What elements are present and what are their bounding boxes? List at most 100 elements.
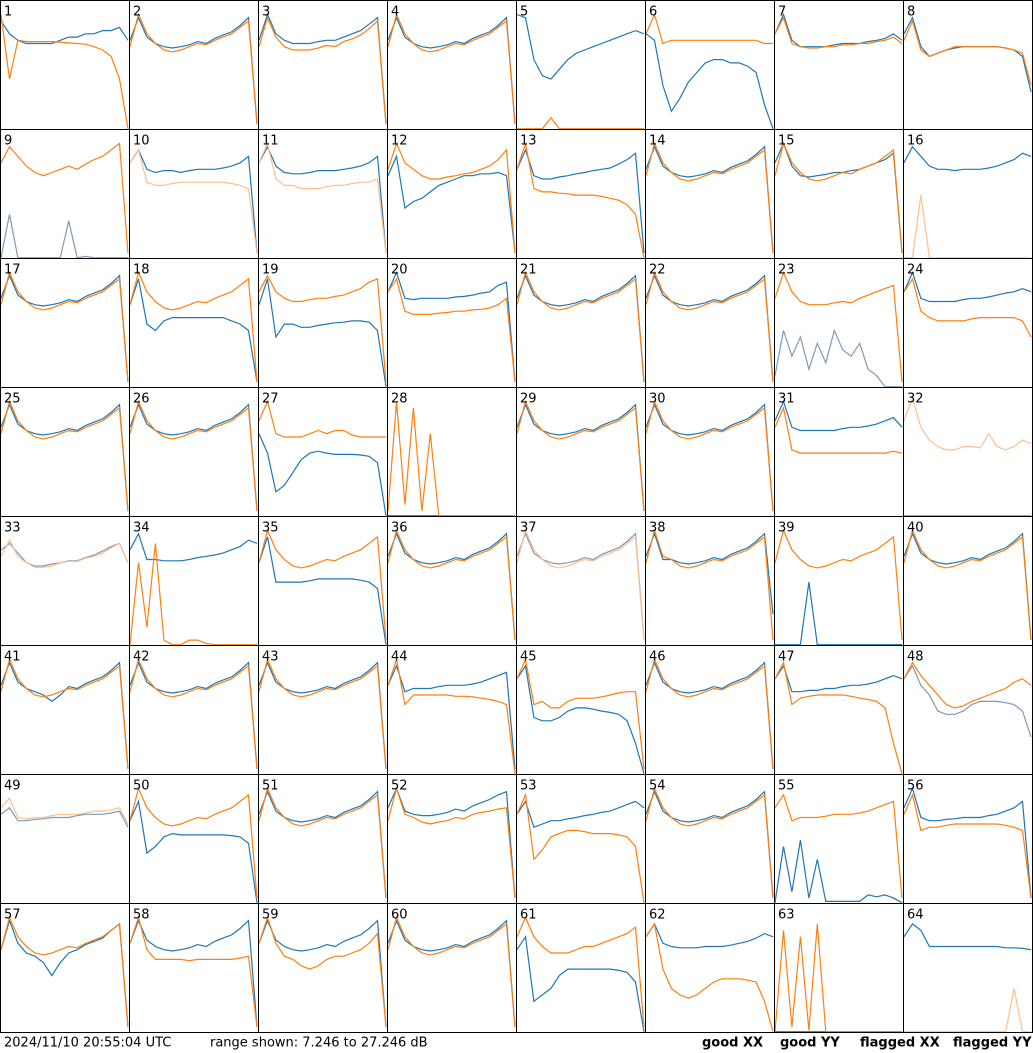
panel-plot bbox=[0, 14, 129, 129]
panel-label: 58 bbox=[133, 908, 150, 923]
panel-plot bbox=[258, 274, 387, 387]
spectrum-line bbox=[129, 532, 258, 562]
spectrum-line bbox=[129, 270, 258, 383]
spectrum-line bbox=[387, 786, 516, 899]
panel-label: 15 bbox=[778, 134, 795, 149]
spectrum-line bbox=[516, 143, 645, 258]
spectrum-line bbox=[258, 278, 387, 387]
spectrum-line bbox=[258, 399, 386, 438]
panel-plot bbox=[903, 396, 1032, 516]
panel-plot bbox=[387, 270, 516, 383]
spectrum-line bbox=[0, 399, 129, 512]
panel-label: 35 bbox=[262, 521, 279, 536]
spectrum-line bbox=[387, 786, 516, 899]
panel-label: 63 bbox=[778, 908, 795, 923]
panel-plot bbox=[387, 786, 516, 899]
panel-plot bbox=[516, 270, 645, 383]
spectrum-line bbox=[387, 16, 516, 125]
spectrum-line bbox=[387, 277, 516, 383]
panel-label: 4 bbox=[391, 5, 399, 20]
spectrum-line bbox=[645, 657, 774, 770]
panel-plot bbox=[129, 399, 258, 512]
panel-plot bbox=[0, 915, 129, 1028]
spectrum-line bbox=[258, 433, 387, 516]
spectrum-line bbox=[516, 935, 645, 1032]
spectrum-line bbox=[0, 274, 129, 383]
panel-plot bbox=[0, 657, 129, 770]
spectrum-line bbox=[645, 33, 774, 129]
panel-plot bbox=[258, 399, 387, 516]
panel-plot bbox=[516, 143, 645, 258]
spectrum-line bbox=[129, 919, 258, 1028]
spectrum-line bbox=[645, 270, 774, 383]
panel-plot bbox=[903, 528, 1032, 641]
panel-label: 36 bbox=[391, 521, 408, 536]
panel-label: 52 bbox=[391, 779, 408, 794]
panel-plot bbox=[774, 141, 903, 254]
spectrum-line bbox=[904, 988, 1031, 1032]
panel-plot bbox=[903, 145, 1032, 258]
legend-entry: good XX bbox=[702, 1036, 763, 1051]
spectrum-line bbox=[516, 916, 645, 1028]
spectrum-line bbox=[258, 657, 387, 770]
spectrum-line bbox=[774, 328, 902, 387]
spectrum-line bbox=[129, 278, 258, 383]
panel-label: 9 bbox=[4, 134, 12, 149]
panel-plot bbox=[516, 792, 645, 903]
legend-entry: flagged XX bbox=[860, 1036, 940, 1051]
spectrum-line bbox=[129, 786, 258, 899]
panel-label: 39 bbox=[778, 521, 795, 536]
panel-plot bbox=[774, 660, 903, 774]
spectrum-line bbox=[0, 538, 129, 568]
panel-label: 53 bbox=[520, 779, 537, 794]
panel-plot bbox=[645, 270, 774, 383]
panel-plot bbox=[387, 401, 515, 516]
spectrum-line bbox=[903, 277, 1032, 338]
panel-label: 43 bbox=[262, 650, 279, 665]
panel-plot bbox=[129, 532, 258, 645]
spectrum-line bbox=[645, 922, 774, 949]
spectrum-line bbox=[129, 148, 258, 254]
panel-plot bbox=[387, 659, 516, 774]
spectrum-line bbox=[0, 403, 129, 512]
panel-plot bbox=[516, 13, 645, 129]
spectrum-line bbox=[129, 543, 257, 645]
spectrum-line bbox=[0, 214, 128, 258]
spectrum-line bbox=[774, 793, 903, 899]
spectrum-line bbox=[516, 274, 645, 383]
spectrum-line bbox=[387, 919, 516, 1028]
panel-label: 37 bbox=[520, 521, 537, 536]
spectrum-line bbox=[516, 532, 645, 641]
spectrum-line bbox=[258, 661, 387, 770]
spectrum-line bbox=[129, 16, 258, 125]
spectrum-line bbox=[0, 657, 129, 770]
panel-label: 38 bbox=[649, 521, 666, 536]
legend-entry: flagged YY bbox=[953, 1036, 1032, 1051]
panel-label: 40 bbox=[907, 521, 924, 536]
panel-label: 3 bbox=[262, 5, 270, 20]
spectrum-line bbox=[645, 274, 774, 383]
spectrum-line bbox=[387, 401, 515, 516]
spectrum-line bbox=[516, 800, 645, 828]
panel-plot bbox=[903, 923, 1032, 1032]
spectrum-line bbox=[0, 14, 129, 129]
spectrum-line bbox=[0, 797, 129, 825]
spectrum-line bbox=[903, 270, 1032, 303]
panel-plot bbox=[516, 399, 645, 512]
panel-plot bbox=[129, 270, 258, 383]
spectrum-line bbox=[774, 660, 903, 774]
panel-plot bbox=[387, 915, 516, 1028]
spectrum-line bbox=[0, 142, 129, 254]
panel-plot bbox=[774, 528, 903, 645]
panel-label: 5 bbox=[520, 5, 528, 20]
panel-plot bbox=[258, 786, 387, 899]
spectrum-line bbox=[258, 786, 387, 899]
spectrum-line bbox=[903, 396, 1032, 451]
spectrum-line bbox=[903, 664, 1032, 738]
panel-label: 64 bbox=[907, 908, 924, 923]
panel-label: 7 bbox=[778, 5, 786, 20]
panel-label: 54 bbox=[649, 779, 666, 794]
panel-label: 44 bbox=[391, 650, 408, 665]
spectrum-line bbox=[904, 195, 1031, 258]
